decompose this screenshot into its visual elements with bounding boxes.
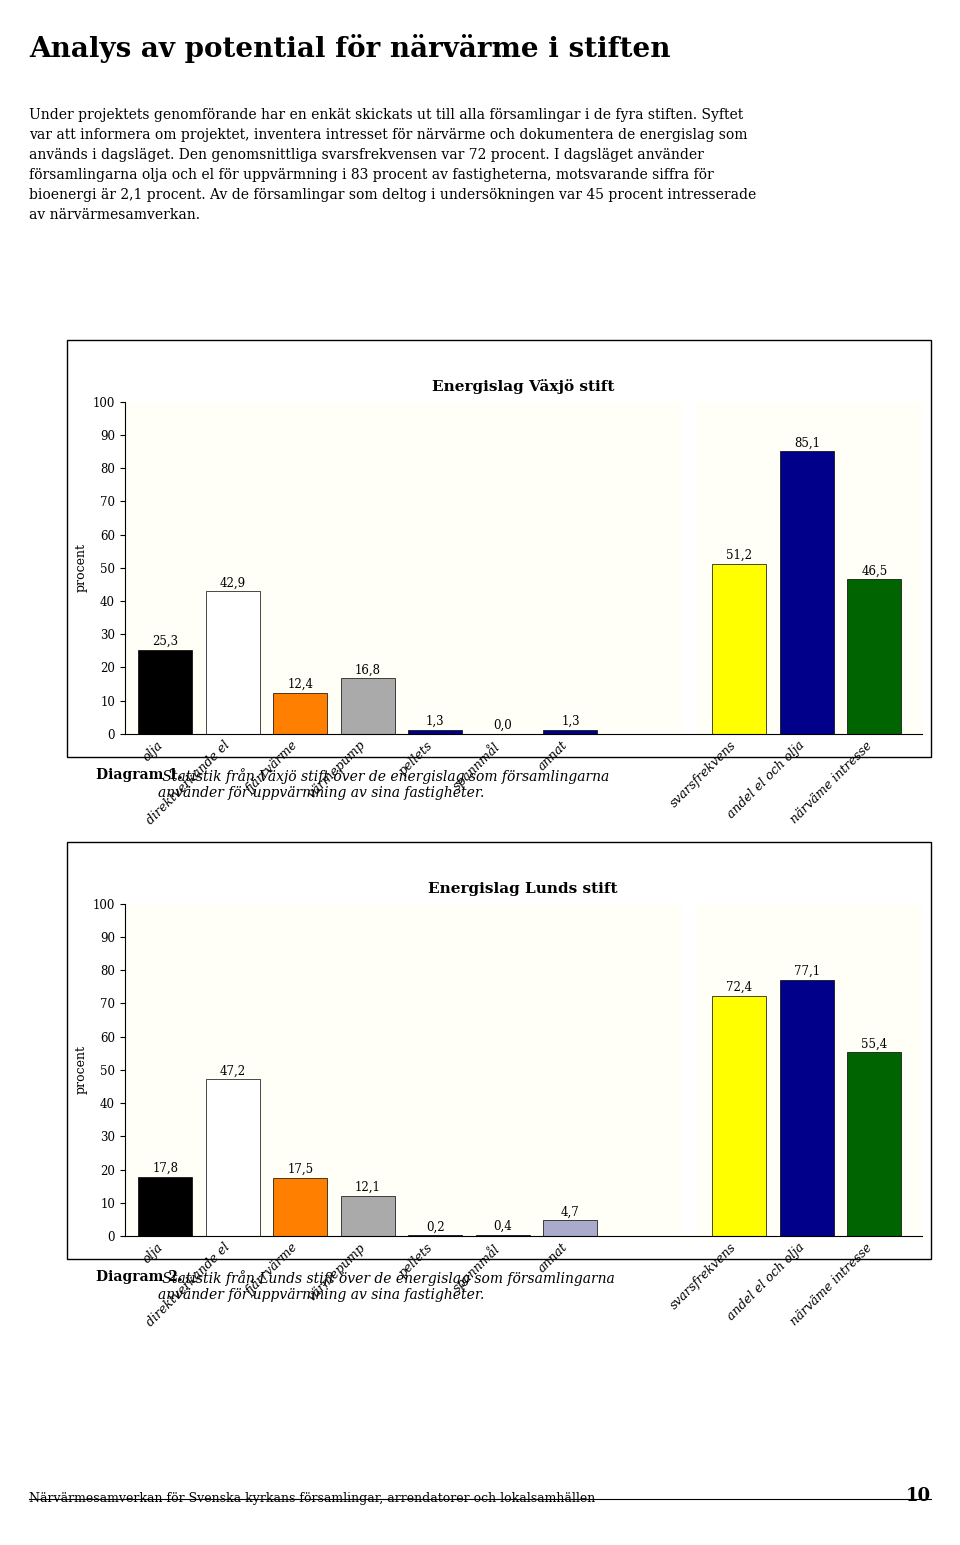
- Text: 4,7: 4,7: [561, 1205, 580, 1219]
- Y-axis label: procent: procent: [74, 1046, 87, 1094]
- Bar: [205, 592, 260, 734]
- Bar: [848, 1052, 901, 1236]
- Bar: [138, 650, 192, 734]
- Text: Statistik från Lunds stift över de energislag som församlingarna
använder för up: Statistik från Lunds stift över de energ…: [158, 1270, 615, 1302]
- Text: 1,3: 1,3: [426, 715, 444, 728]
- Text: Närvärmesamverkan för Svenska kyrkans församlingar, arrendatorer och lokalsamhäl: Närvärmesamverkan för Svenska kyrkans fö…: [29, 1492, 595, 1505]
- Text: 12,4: 12,4: [287, 678, 313, 691]
- Text: 51,2: 51,2: [727, 548, 753, 562]
- Bar: [205, 1080, 260, 1236]
- Text: 12,1: 12,1: [355, 1180, 381, 1194]
- Text: 85,1: 85,1: [794, 437, 820, 450]
- Text: 55,4: 55,4: [861, 1037, 887, 1051]
- Title: Energislag Växjö stift: Energislag Växjö stift: [432, 379, 614, 394]
- Text: Statistik från Växjö stift över de energislag som församlingarna
använder för up: Statistik från Växjö stift över de energ…: [158, 768, 610, 800]
- Bar: [274, 692, 327, 734]
- Text: 46,5: 46,5: [861, 565, 887, 578]
- Text: Analys av potential för närvärme i stiften: Analys av potential för närvärme i stift…: [29, 34, 670, 63]
- Bar: [138, 1177, 192, 1236]
- Text: 47,2: 47,2: [220, 1065, 246, 1077]
- Text: Diagram 2.: Diagram 2.: [96, 1270, 182, 1284]
- Text: 72,4: 72,4: [726, 981, 753, 993]
- Text: 25,3: 25,3: [153, 635, 179, 649]
- Text: 42,9: 42,9: [220, 576, 246, 590]
- Text: 16,8: 16,8: [355, 663, 381, 677]
- Bar: [543, 729, 597, 734]
- Bar: [780, 980, 834, 1236]
- Text: 17,8: 17,8: [153, 1162, 179, 1176]
- Bar: [274, 1177, 327, 1236]
- Title: Energislag Lunds stift: Energislag Lunds stift: [428, 882, 618, 896]
- Text: 10: 10: [906, 1486, 931, 1505]
- Text: Diagram 1.: Diagram 1.: [96, 768, 182, 782]
- Text: 0,0: 0,0: [493, 720, 513, 732]
- Bar: [848, 579, 901, 734]
- Bar: [712, 995, 766, 1236]
- Text: 0,2: 0,2: [426, 1221, 444, 1233]
- Bar: [780, 451, 834, 734]
- Text: 77,1: 77,1: [794, 966, 820, 978]
- Text: 1,3: 1,3: [562, 715, 580, 728]
- Bar: [341, 1196, 395, 1236]
- Text: 17,5: 17,5: [287, 1163, 313, 1176]
- Text: Under projektets genomförande har en enkät skickats ut till alla församlingar i : Under projektets genomförande har en enk…: [29, 108, 756, 222]
- Bar: [712, 564, 766, 734]
- Bar: [543, 1221, 597, 1236]
- Text: 0,4: 0,4: [493, 1221, 513, 1233]
- Bar: [408, 729, 463, 734]
- Y-axis label: procent: procent: [74, 544, 87, 592]
- Bar: [341, 678, 395, 734]
